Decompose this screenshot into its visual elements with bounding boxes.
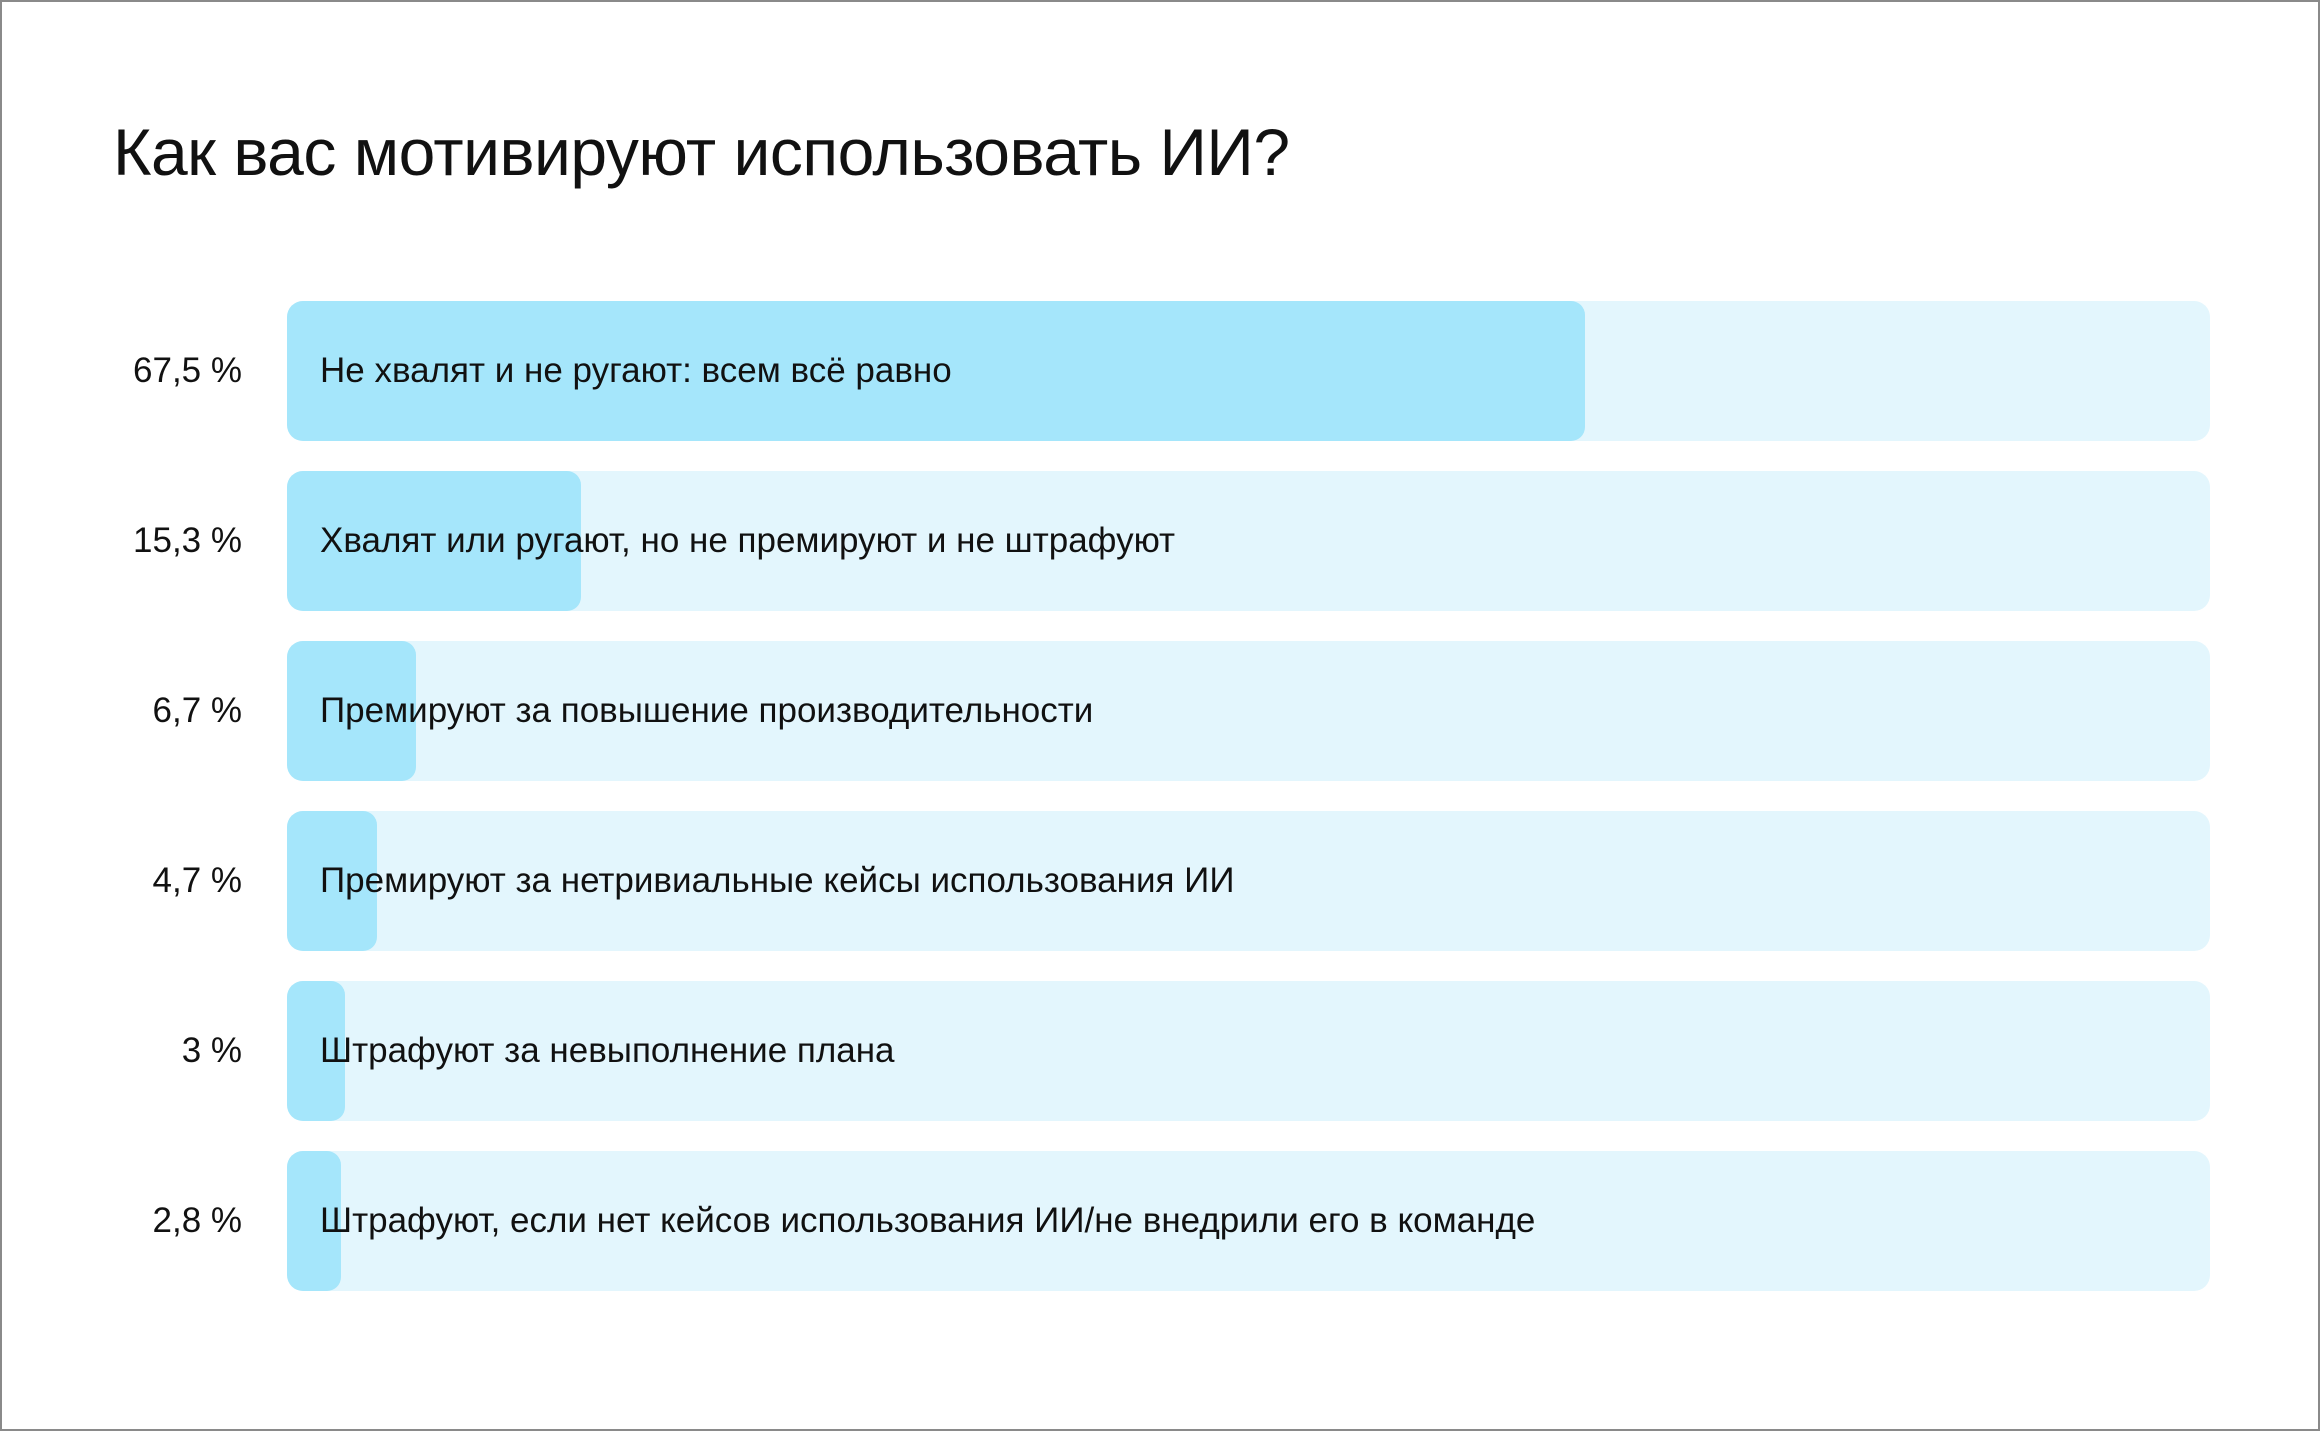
value-label: 67,5 % [133,351,242,390]
value-label: 4,7 % [152,861,243,900]
bar-track [287,471,2210,611]
bar-track [287,301,2210,441]
chart-title: Как вас мотивируют использовать ИИ? [113,115,1290,189]
bar-row: 15,3 % Хвалят или ругают, но не премируют… [2,471,2320,611]
bar-track [287,1151,2210,1291]
bar-row: 6,7 % Премируют за повышение производител… [2,641,2320,781]
bar [287,811,377,951]
category-label: Штрафуют, если нет кейсов использования … [320,1201,1536,1240]
bar-row: 3 % Штрафуют за невыполнение плана [2,981,2320,1121]
bar [287,641,416,781]
bar [287,301,1585,441]
value-label: 15,3 % [133,521,242,560]
category-label: Не хвалят и не ругают: всем всё равно [320,351,952,390]
category-label: Премируют за повышение производительност… [320,691,1094,730]
bar-row: 4,7 % Премируют за нетривиальные кейсы ис… [2,811,2320,951]
value-label: 6,7 % [152,691,243,730]
bar [287,1151,341,1291]
bar [287,981,345,1121]
bar-row: 2,8 % Штрафуют, если нет кейсов использов… [2,1151,2320,1291]
bar-track [287,811,2210,951]
category-label: Штрафуют за невыполнение плана [320,1031,895,1070]
bar-track [287,641,2210,781]
category-label: Хвалят или ругают, но не премируют и не … [320,521,1176,560]
bar-row: 67,5 % Не хвалят и не ругают: всем всё ра… [2,301,2320,441]
value-label: 2,8 % [152,1201,243,1240]
bar [287,471,581,611]
bar-track [287,981,2210,1121]
category-label: Премируют за нетривиальные кейсы использ… [320,861,1235,900]
value-label: 3 % [181,1031,242,1070]
